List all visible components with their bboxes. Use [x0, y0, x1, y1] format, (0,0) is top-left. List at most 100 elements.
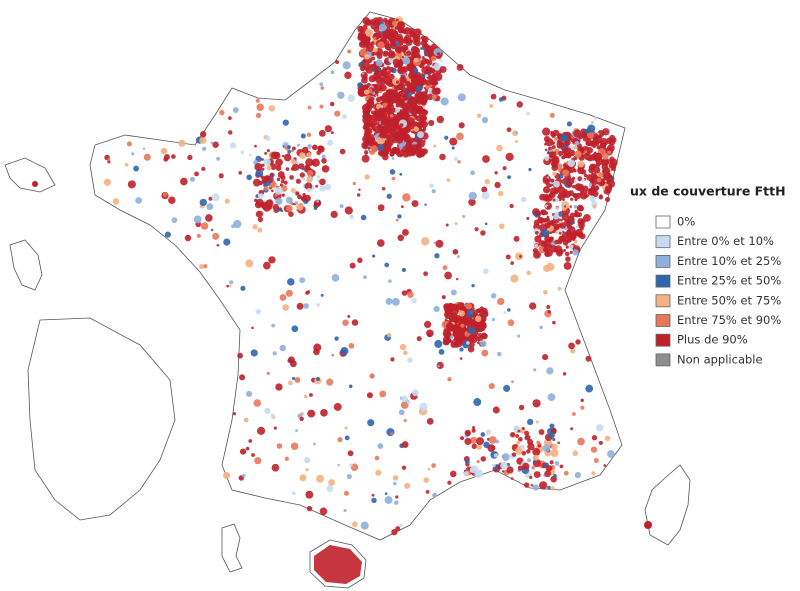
- coverage-patch: [351, 521, 358, 528]
- coverage-patch: [455, 304, 460, 309]
- coverage-patch: [394, 107, 401, 113]
- coverage-patch: [601, 152, 609, 160]
- coverage-patch: [577, 231, 584, 238]
- coverage-patch: [544, 211, 549, 216]
- coverage-patch: [407, 400, 411, 405]
- coverage-patch: [403, 350, 408, 356]
- coverage-patch: [281, 154, 285, 158]
- coverage-patch: [532, 399, 541, 408]
- coverage-patch: [528, 167, 532, 172]
- coverage-patch: [468, 191, 477, 201]
- coverage-patch: [397, 99, 405, 108]
- coverage-patch: [301, 167, 305, 171]
- coverage-patch: [274, 193, 278, 197]
- coverage-patch: [480, 432, 486, 437]
- coverage-patch: [425, 65, 431, 70]
- coverage-patch: [453, 156, 458, 161]
- coverage-patch: [501, 470, 505, 473]
- coverage-patch: [533, 459, 537, 463]
- coverage-patch: [415, 115, 422, 122]
- coverage-patch: [424, 320, 432, 329]
- coverage-patch: [362, 113, 368, 120]
- coverage-patch: [245, 259, 254, 268]
- coverage-patch: [250, 349, 258, 357]
- coverage-patch: [296, 203, 304, 211]
- coverage-patch: [474, 315, 482, 322]
- coverage-patch: [377, 144, 385, 151]
- coverage-patch: [270, 413, 275, 418]
- coverage-patch: [590, 446, 598, 453]
- metropolitan-france: [89, 11, 626, 541]
- coverage-patch: [171, 217, 178, 224]
- coverage-patch: [271, 463, 280, 472]
- coverage-patch: [572, 450, 579, 457]
- coverage-patch: [316, 377, 321, 382]
- coverage-patch: [330, 131, 334, 135]
- coverage-patch: [200, 222, 209, 230]
- coverage-patch: [133, 165, 139, 172]
- coverage-patch: [537, 444, 541, 448]
- coverage-patch: [580, 405, 585, 410]
- coverage-patch: [593, 151, 597, 155]
- coverage-patch: [593, 133, 599, 138]
- coverage-patch: [279, 183, 284, 187]
- coverage-patch: [306, 176, 313, 183]
- coverage-patch: [178, 139, 186, 147]
- coverage-patch: [434, 339, 443, 348]
- coverage-patch: [362, 135, 371, 144]
- coverage-patch: [457, 160, 461, 164]
- coverage-patch: [324, 125, 332, 133]
- coverage-patch: [520, 196, 527, 203]
- coverage-patch: [591, 121, 594, 124]
- coverage-patch: [272, 203, 280, 211]
- coverage-patch: [587, 124, 596, 133]
- coverage-patch: [399, 523, 403, 528]
- coverage-patch: [553, 180, 560, 188]
- coverage-patch: [603, 464, 607, 467]
- coverage-patch: [112, 198, 120, 205]
- coverage-patch: [572, 412, 576, 416]
- coverage-patch: [415, 85, 423, 93]
- coverage-patch: [347, 450, 354, 457]
- coverage-patch: [591, 435, 598, 441]
- coverage-patch: [476, 460, 480, 464]
- coverage-patch: [550, 245, 558, 253]
- coverage-patch: [551, 141, 555, 145]
- coverage-patch: [232, 412, 237, 416]
- coverage-patch: [313, 343, 322, 352]
- coverage-patch: [420, 47, 424, 50]
- coverage-patch: [315, 184, 319, 188]
- coverage-patch: [253, 399, 262, 407]
- coverage-patch: [383, 60, 387, 64]
- coverage-patch: [593, 457, 599, 463]
- coverage-patch: [566, 152, 571, 156]
- coverage-patch: [407, 84, 416, 93]
- coverage-patch: [271, 323, 276, 328]
- coverage-patch: [551, 145, 556, 150]
- coverage-patch: [555, 207, 559, 211]
- coverage-patch: [390, 432, 394, 436]
- coverage-patch: [442, 265, 448, 271]
- coverage-patch: [317, 145, 324, 152]
- coverage-patch: [289, 175, 294, 180]
- coverage-patch: [306, 132, 312, 138]
- coverage-patch: [366, 98, 374, 106]
- coverage-patch: [237, 352, 244, 359]
- coverage-patch: [261, 158, 264, 161]
- coverage-patch: [513, 235, 520, 242]
- coverage-patch: [493, 453, 498, 458]
- coverage-patch: [518, 404, 525, 411]
- territories: [4, 11, 691, 589]
- coverage-patch: [575, 184, 578, 187]
- coverage-patch: [253, 198, 258, 203]
- coverage-patch: [567, 238, 571, 243]
- coverage-patch: [238, 171, 243, 175]
- coverage-patch: [421, 237, 430, 246]
- coverage-areas: [32, 16, 652, 584]
- coverage-patch: [551, 443, 558, 451]
- coverage-patch: [367, 419, 375, 427]
- coverage-patch: [470, 339, 474, 343]
- coverage-patch: [372, 37, 377, 41]
- coverage-patch: [462, 214, 466, 218]
- coverage-patch: [431, 94, 438, 100]
